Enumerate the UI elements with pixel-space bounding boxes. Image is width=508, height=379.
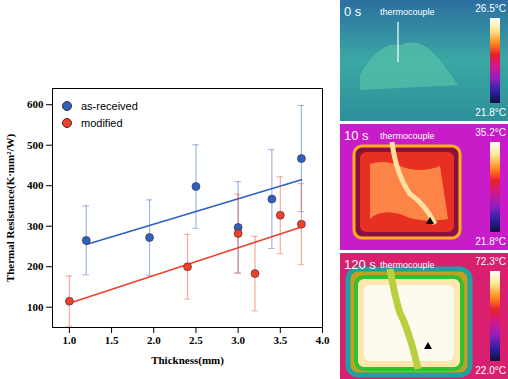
svg-text:35.2°C: 35.2°C (475, 127, 506, 138)
svg-text:21.8°C: 21.8°C (475, 236, 506, 247)
svg-text:2.5: 2.5 (189, 334, 203, 346)
svg-text:120 s: 120 s (344, 257, 376, 272)
svg-text:thermocouple: thermocouple (380, 7, 435, 17)
svg-text:Thermal Resistance(K·mm²/W): Thermal Resistance(K·mm²/W) (4, 133, 17, 282)
svg-text:thermocouple: thermocouple (380, 260, 435, 270)
svg-text:4.0: 4.0 (316, 334, 330, 346)
svg-text:500: 500 (27, 139, 44, 151)
svg-text:3.5: 3.5 (273, 334, 287, 346)
svg-text:10 s: 10 s (344, 128, 369, 143)
svg-text:Thickness(mm): Thickness(mm) (151, 354, 224, 367)
html-text:modified: modified (81, 116, 123, 129)
svg-text:thermocouple: thermocouple (380, 131, 435, 141)
html-text:as-received: as-received (81, 99, 138, 112)
svg-text:200: 200 (27, 260, 44, 272)
svg-text:22.0°C: 22.0°C (475, 365, 506, 376)
svg-text:100: 100 (27, 301, 44, 313)
svg-text:72.3°C: 72.3°C (475, 256, 506, 267)
svg-text:300: 300 (27, 220, 44, 232)
svg-text:21.8°C: 21.8°C (475, 107, 506, 118)
svg-text:600: 600 (27, 98, 44, 110)
svg-text:400: 400 (27, 179, 44, 191)
svg-text:2.0: 2.0 (147, 334, 161, 346)
svg-text:3.0: 3.0 (231, 334, 245, 346)
svg-text:26.5°C: 26.5°C (475, 3, 506, 14)
svg-text:0 s: 0 s (344, 4, 362, 19)
svg-text:1.0: 1.0 (63, 334, 77, 346)
svg-text:1.5: 1.5 (105, 334, 119, 346)
